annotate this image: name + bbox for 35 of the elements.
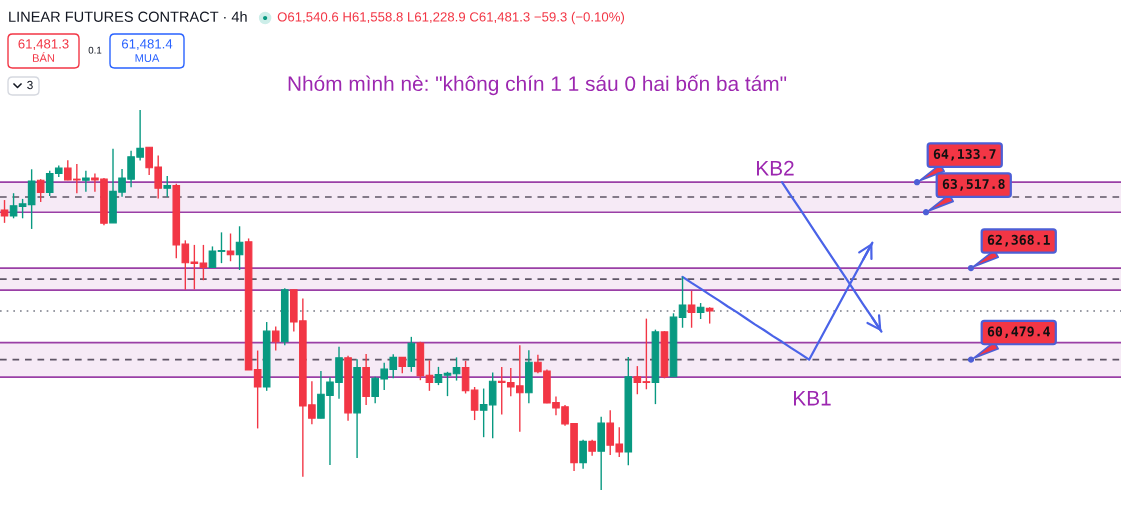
annotation: 60,479.4 <box>987 326 1050 339</box>
candlestick <box>407 336 416 373</box>
annotation: 63,517.8 <box>942 178 1005 191</box>
candlestick <box>425 359 434 392</box>
candlestick <box>678 276 687 329</box>
candlestick <box>217 231 226 264</box>
candlestick <box>443 371 452 397</box>
chart-subtitle: Nhóm mình nè: "không chín 1 1 sáu 0 hai bốn ba tám" <box>288 74 787 96</box>
text: BÁN <box>32 52 55 62</box>
candlestick <box>226 232 235 262</box>
text: 61,481.4 <box>121 39 173 51</box>
text: 3 <box>27 80 33 90</box>
candlestick <box>208 245 217 269</box>
annotation: 62,368.1 <box>987 234 1050 247</box>
text: 61,481.3 <box>18 39 69 51</box>
candlestick <box>452 356 461 382</box>
candlestick <box>9 192 18 219</box>
candlestick <box>579 439 587 470</box>
candlestick <box>687 290 696 329</box>
annotation: KB2 <box>757 160 794 176</box>
candlestick <box>163 175 172 198</box>
candlestick <box>82 170 90 193</box>
text: MUA <box>135 54 160 62</box>
candlestick <box>0 199 9 224</box>
annotation: KB1 <box>794 391 831 406</box>
candlestick <box>461 360 470 395</box>
text: 0.1 <box>88 46 102 54</box>
annotation: 64,133.7 <box>933 148 996 161</box>
text: O61,540.6 H61,558.8 L61,228.9 C61,481.3 −59.3 (−0.10%) <box>277 11 625 25</box>
candlestick <box>271 325 280 352</box>
candlestick <box>434 366 443 386</box>
candlestick <box>199 244 208 281</box>
candlestick <box>470 386 479 421</box>
chart-title: LINEAR FUTURES CONTRACT · 4h <box>9 11 247 22</box>
candlestick <box>36 178 45 203</box>
